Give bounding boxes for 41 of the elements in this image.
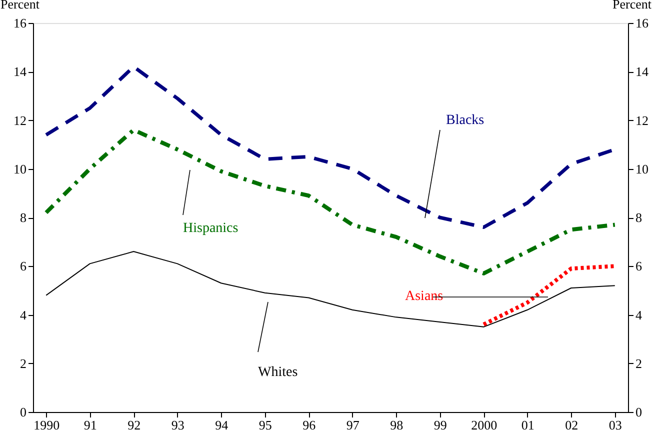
x-tick-label: 93	[171, 418, 184, 432]
y2-tick-label: 4	[636, 307, 642, 322]
x-tick-label: 03	[608, 418, 622, 432]
text: Hispanics	[183, 221, 238, 236]
y2-tick-label: 10	[636, 161, 648, 176]
y2-axis-title: Percent	[612, 0, 652, 12]
text: Asians	[405, 289, 444, 304]
y2-tick-label: 12	[636, 112, 648, 128]
x-tick-label: 98	[390, 418, 404, 432]
x-tick-label: 99	[434, 418, 447, 432]
x-tick-label: 97	[346, 418, 360, 432]
x-tick-label: 92	[128, 418, 141, 432]
y-tick-label: 6	[20, 258, 27, 274]
line-series	[44, 128, 617, 276]
y-axis-title: Percent	[0, 0, 40, 12]
x-tick-label: 2000	[471, 418, 498, 432]
y2-tick-label: 2	[636, 356, 642, 371]
y-tick-label: 10	[14, 161, 26, 176]
y-tick-label: 2	[20, 356, 26, 371]
x-tick-label: 96	[302, 418, 316, 432]
y-tick-label: 16	[14, 16, 27, 30]
x-tick-label: 1990	[34, 418, 60, 432]
y-tick-label: 4	[20, 307, 27, 322]
x-tick-label: 95	[258, 418, 272, 432]
x-tick-label: 91	[84, 418, 97, 432]
y2-tick-label: 6	[636, 258, 642, 274]
x-tick-label: 02	[565, 418, 578, 432]
line-series	[482, 264, 617, 326]
x-tick-label: 01	[521, 418, 534, 432]
y2-tick-label: 14	[636, 64, 649, 80]
text: Whites	[258, 365, 298, 380]
line-series	[46, 251, 616, 328]
y2-tick-label: 0	[636, 404, 642, 420]
y2-tick-label: 16	[636, 16, 649, 30]
y-tick-label: 12	[14, 112, 26, 128]
x-tick-label: 94	[215, 418, 229, 432]
y2-tick-label: 8	[636, 210, 642, 225]
text: Blacks	[446, 113, 484, 128]
y-tick-label: 8	[20, 210, 26, 225]
y-tick-label: 14	[14, 64, 27, 80]
y-tick-label: 0	[20, 404, 26, 420]
